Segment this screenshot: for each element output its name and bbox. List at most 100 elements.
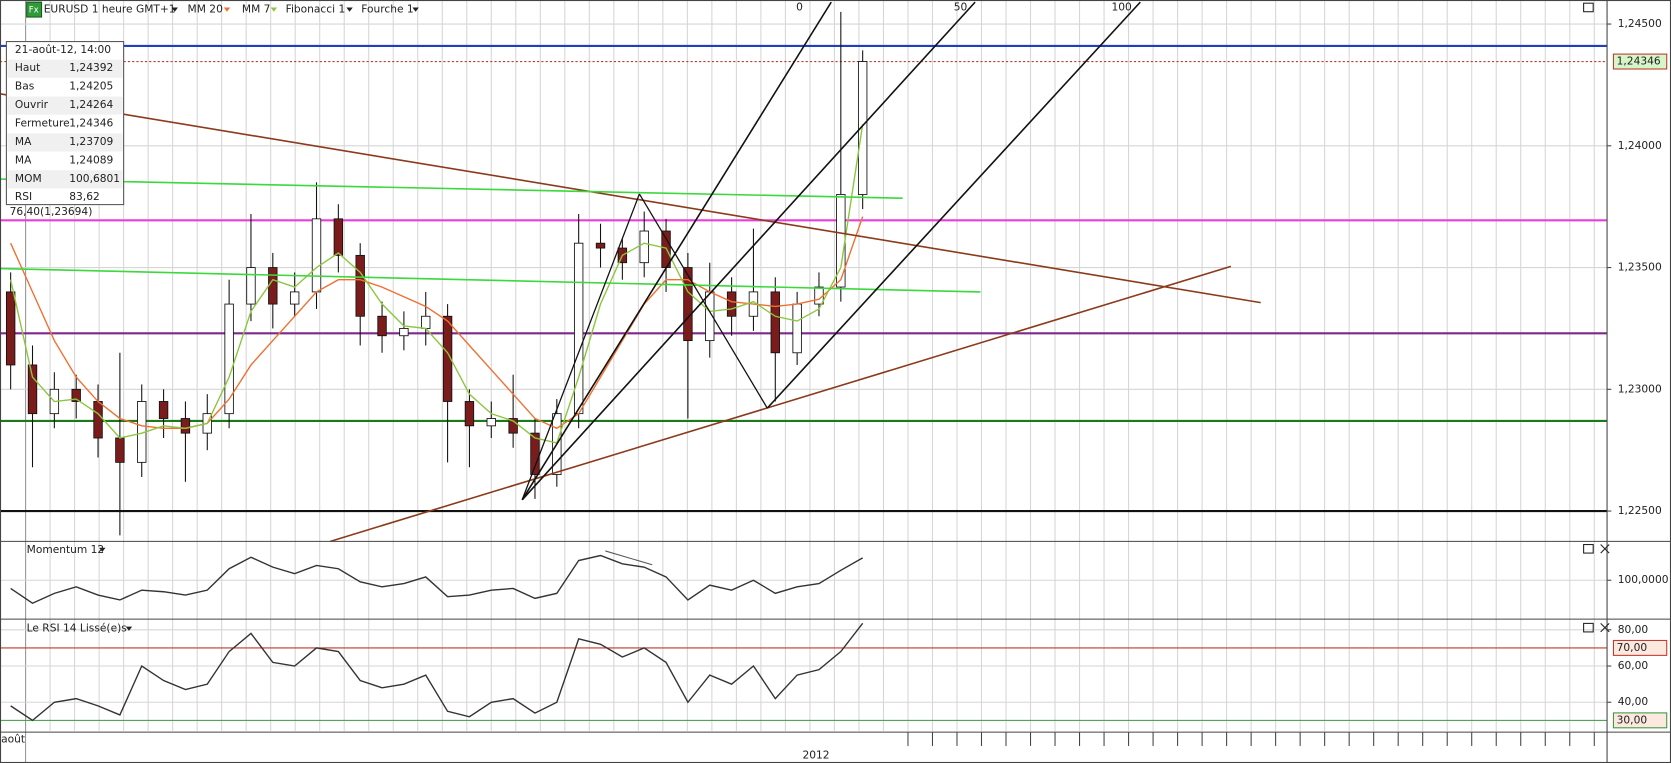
x-tick-label: 2012: [802, 749, 829, 762]
price-label-box: [1612, 712, 1668, 729]
legend-entry[interactable]: MM 7: [242, 3, 271, 16]
trend-line: [0, 92, 1261, 304]
dropdown-arrow[interactable]: [223, 7, 231, 12]
instrument-title[interactable]: EURUSD 1 heure GMT+1: [44, 3, 176, 16]
drawings: [0, 1, 1261, 566]
candle-body: [224, 303, 234, 415]
info-label: Haut: [15, 61, 40, 74]
candle-body: [333, 218, 344, 256]
y-tick-label: 1,23000: [1618, 382, 1662, 395]
pitchfork-line: [521, 1, 976, 501]
trend-line: [0, 267, 981, 293]
candle-body: [639, 230, 649, 264]
tool-entry[interactable]: Fourche 1: [361, 3, 413, 16]
pitchfork-line: [766, 1, 1141, 409]
pane-title[interactable]: Momentum 12: [27, 543, 105, 556]
info-label: MOM: [15, 172, 42, 185]
candle-body: [442, 315, 453, 402]
fx-icon-text: Fx: [29, 6, 39, 16]
close-icon[interactable]: [1600, 623, 1610, 633]
info-value: 1,24205: [69, 80, 113, 93]
info-value: 100,6801: [69, 172, 120, 185]
info-row-bg: [7, 96, 123, 115]
candle-body: [486, 418, 496, 427]
y-tick-label: 1,24000: [1618, 139, 1662, 152]
y-tick-label: 40,00: [1618, 695, 1649, 708]
maximize-icon[interactable]: [1583, 622, 1594, 633]
dropdown-arrow[interactable]: [125, 626, 133, 631]
moving-average: [9, 124, 864, 444]
candle-body: [726, 291, 737, 317]
tool-entry[interactable]: Fibonacci 1: [286, 3, 346, 16]
y-tick-label: 60,00: [1618, 659, 1649, 672]
y-tick-label: 100,0000: [1618, 573, 1669, 586]
dropdown-arrow[interactable]: [99, 547, 106, 553]
fx-icon[interactable]: [26, 1, 43, 18]
pitchfork-line: [521, 193, 641, 501]
moving-average: [10, 216, 864, 430]
toolbar: Fx EURUSD 1 heure GMT+1 MM 20 MM 7 Fibon…: [26, 0, 1133, 18]
maximize-icon[interactable]: [1583, 2, 1594, 13]
candle-body: [421, 315, 431, 329]
pitchfork-label: 100: [1112, 0, 1133, 13]
dropdown-arrow[interactable]: [412, 7, 419, 12]
candle-body: [115, 437, 125, 463]
trend-line: [0, 178, 903, 200]
candle-body: [464, 401, 475, 427]
candle-body: [508, 418, 518, 434]
info-label: Fermeture: [15, 117, 70, 130]
candle-body: [71, 388, 81, 402]
info-label: Bas: [15, 80, 35, 93]
candle-body: [311, 218, 322, 293]
pane-title[interactable]: Le RSI 14 Lissé(e)s: [27, 622, 128, 635]
info-box: 21-août-12, 14:00 Haut 1,24392 Bas 1,24205 O…: [5, 41, 125, 206]
candle-body: [289, 291, 300, 305]
line-label: 76,40(1,23694): [10, 205, 93, 218]
info-value: 83,62: [69, 190, 99, 203]
candle-body: [814, 286, 824, 305]
candle-body: [93, 401, 103, 439]
pitchfork-label: 0: [796, 0, 803, 13]
candle-body: [355, 254, 365, 317]
pitchfork-line: [521, 1, 832, 501]
candle-body: [770, 291, 780, 354]
y-tick-label: 1,24500: [1618, 17, 1662, 30]
pitchfork-label: 50: [954, 0, 968, 13]
price-label: 30,00: [1617, 713, 1648, 726]
info-label: RSI: [15, 190, 32, 203]
candle-body: [268, 267, 278, 305]
info-label: MA: [15, 135, 32, 148]
x-tick-label: août: [1, 733, 25, 746]
candle-body: [595, 242, 606, 249]
close-icon[interactable]: [1600, 544, 1610, 554]
dropdown-arrow[interactable]: [171, 7, 178, 12]
trend-line: [330, 265, 1232, 543]
info-value: 1,24089: [69, 153, 113, 166]
y-tick-label: 1,23500: [1618, 261, 1662, 274]
candle-body: [5, 291, 16, 366]
price-label: 1,24346: [1617, 55, 1661, 68]
trend-line: [605, 550, 653, 566]
dropdown-arrow[interactable]: [270, 7, 278, 12]
candle-body: [158, 401, 169, 419]
y-tick-label: 1,22500: [1618, 504, 1662, 517]
info-row-bg: [7, 133, 123, 152]
candle-body: [399, 328, 409, 337]
info-date: 21-août-12, 14:00: [15, 43, 111, 56]
y-tick-label: 80,00: [1618, 623, 1649, 636]
dropdown-arrow[interactable]: [346, 7, 353, 12]
grid-layer: [0, 0, 1608, 763]
maximize-icon[interactable]: [1583, 544, 1594, 554]
candle-body: [180, 418, 191, 434]
price-label-box: [1612, 639, 1668, 656]
info-row-bg: [7, 170, 123, 189]
info-value: 1,24264: [69, 98, 113, 111]
candle-body: [792, 303, 802, 354]
indicator-line: [10, 554, 864, 605]
price-label: 70,00: [1617, 641, 1648, 654]
candle-body: [377, 315, 387, 337]
legend-entry[interactable]: MM 20: [188, 3, 224, 16]
